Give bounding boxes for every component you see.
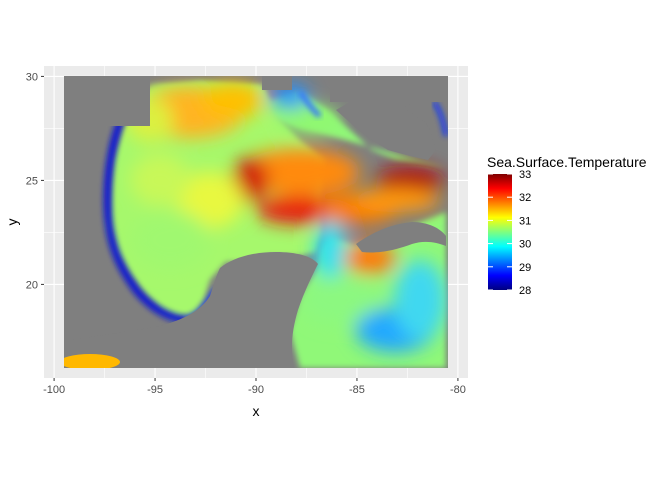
cloud-gaps [64, 76, 446, 368]
colorbar-tick-label: 28 [519, 285, 531, 297]
sst-raster [64, 76, 448, 368]
colorbar-ticks: 28 29 30 31 32 33 [488, 169, 531, 297]
x-tick-label: -100 [43, 384, 65, 396]
colorbar-tick-label: 33 [519, 169, 531, 181]
x-axis-title: x [253, 403, 260, 419]
x-axis: -100 -95 -90 -85 -80 [43, 378, 466, 396]
y-tick-label: 25 [26, 175, 38, 187]
x-tick-label: -85 [349, 384, 365, 396]
colorbar-tick-label: 29 [519, 262, 531, 274]
y-axis: 20 25 30 [26, 71, 44, 291]
colorbar-tick-label: 30 [519, 239, 531, 251]
bahamas-land [404, 98, 430, 122]
x-tick-label: -80 [450, 384, 466, 396]
x-tick-label: -95 [147, 384, 163, 396]
colorbar-title: Sea.Surface.Temperature [487, 154, 647, 170]
x-tick-label: -90 [248, 384, 264, 396]
colorbar-gradient [488, 174, 512, 290]
colorbar-legend: Sea.Surface.Temperature 28 29 30 31 32 33 [487, 154, 647, 297]
colorbar-tick-label: 32 [519, 192, 531, 204]
y-axis-title: y [4, 219, 20, 226]
colorbar-tick-label: 31 [519, 215, 531, 227]
y-tick-label: 30 [26, 71, 38, 83]
temperature-patches [126, 82, 446, 352]
cuba-island [356, 222, 446, 253]
yucatan-peninsula [64, 252, 318, 368]
y-tick-label: 20 [26, 279, 38, 291]
